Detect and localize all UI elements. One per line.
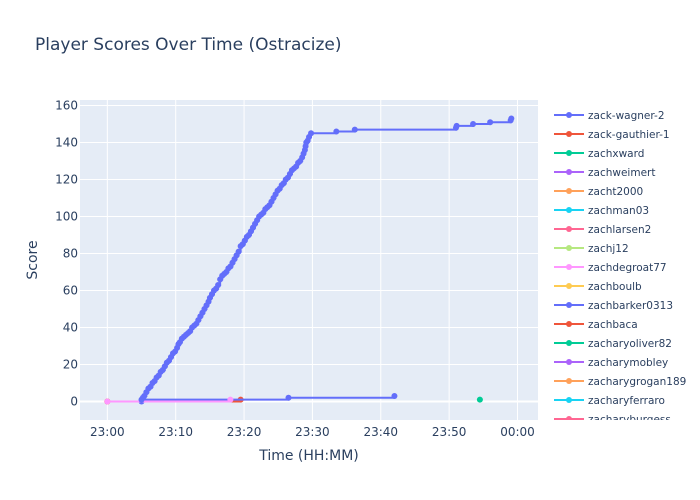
legend-label: zacharygrogan189 — [588, 376, 686, 388]
plot-area — [80, 100, 538, 420]
legend-item[interactable]: zachweimert — [554, 167, 655, 179]
legend-swatch-marker — [566, 283, 572, 289]
x-tick-label: 23:30 — [295, 425, 330, 439]
legend-swatch-marker — [566, 188, 572, 194]
data-point — [215, 281, 222, 288]
legend-swatch-marker — [566, 302, 572, 308]
data-point — [391, 392, 398, 399]
chart-title: Player Scores Over Time (Ostracize) — [35, 35, 342, 55]
legend-label: zachdegroat77 — [588, 262, 667, 274]
data-point — [333, 128, 340, 135]
x-tick-label: 23:40 — [363, 425, 398, 439]
y-tick-label: 20 — [63, 358, 78, 372]
y-tick-label: 160 — [55, 99, 78, 113]
legend-item[interactable]: zacharyburgess — [554, 414, 671, 426]
legend-item[interactable]: zacharyoliver82 — [554, 338, 672, 350]
x-tick-label: 23:50 — [432, 425, 467, 439]
legend-label: zachj12 — [588, 243, 629, 255]
legend-label: zachboulb — [588, 281, 642, 293]
series-zacharyoliver82 — [476, 396, 483, 403]
legend-item[interactable]: zachj12 — [554, 243, 629, 255]
y-tick-label: 80 — [63, 247, 78, 261]
legend-item[interactable]: zachbaca — [554, 319, 638, 331]
legend-label: zachlarsen2 — [588, 224, 651, 236]
legend-swatch-marker — [566, 131, 572, 137]
data-point — [227, 396, 234, 403]
data-point — [308, 130, 315, 137]
y-tick-label: 120 — [55, 173, 78, 187]
legend-item[interactable]: zachbarker0313 — [554, 300, 673, 312]
data-point — [470, 121, 477, 128]
legend-item[interactable]: zachboulb — [554, 281, 642, 293]
data-point — [453, 122, 460, 129]
x-tick-label: 00:00 — [500, 425, 535, 439]
legend-swatch-marker — [566, 112, 572, 118]
legend-label: zack-wagner-2 — [588, 110, 665, 122]
legend-item[interactable]: zachlarsen2 — [554, 224, 651, 236]
legend-label: zacht2000 — [588, 186, 643, 198]
series-zachdegroat77 — [104, 396, 234, 405]
legend-item[interactable]: zachdegroat77 — [554, 262, 667, 274]
grid-lines — [80, 100, 538, 420]
legend-label: zacharyoliver82 — [588, 338, 672, 350]
legend-label: zachbarker0313 — [588, 300, 673, 312]
legend-item[interactable]: zack-gauthier-1 — [554, 129, 670, 141]
legend-item[interactable]: zacht2000 — [554, 186, 643, 198]
legend-swatch-marker — [566, 169, 572, 175]
y-tick-label: 100 — [55, 210, 78, 224]
data-point — [285, 394, 292, 401]
data-point — [235, 248, 242, 255]
legend-item[interactable]: zacharyferraro — [554, 395, 665, 407]
x-axis-ticks: 23:00 23:10 23:20 23:30 23:40 23:50 00:00 — [90, 425, 535, 439]
legend-swatch-marker — [566, 340, 572, 346]
legend-item[interactable]: zack-wagner-2 — [554, 110, 665, 122]
legend-label: zachxward — [588, 148, 644, 160]
data-point — [104, 398, 111, 405]
legend-swatch-marker — [566, 150, 572, 156]
data-point — [487, 119, 494, 126]
legend-swatch-marker — [566, 359, 572, 365]
y-axis-ticks: 0 20 40 60 80 100 120 140 160 — [55, 99, 78, 409]
legend-swatch-marker — [566, 397, 572, 403]
legend-item[interactable]: zacharymobley — [554, 357, 668, 369]
x-tick-label: 23:10 — [158, 425, 193, 439]
legend-swatch-marker — [566, 207, 572, 213]
legend-swatch-marker — [566, 226, 572, 232]
y-axis-title: Score — [25, 240, 41, 279]
legend-swatch-marker — [566, 416, 572, 420]
data-point — [476, 396, 483, 403]
y-tick-label: 40 — [63, 321, 78, 335]
y-tick-label: 60 — [63, 284, 78, 298]
legend-label: zacharyferraro — [588, 395, 665, 407]
x-axis-title: Time (HH:MM) — [258, 448, 359, 464]
data-point — [351, 126, 358, 133]
legend-item[interactable]: zachman03 — [554, 205, 649, 217]
legend-label: zack-gauthier-1 — [588, 129, 670, 141]
series-group — [104, 115, 515, 405]
legend-label: zachman03 — [588, 205, 649, 217]
data-point — [508, 115, 515, 122]
x-tick-label: 23:00 — [90, 425, 125, 439]
legend-swatch-marker — [566, 264, 572, 270]
legend-label: zachweimert — [588, 167, 655, 179]
legend-swatch-marker — [566, 245, 572, 251]
legend-label: zacharymobley — [588, 357, 668, 369]
y-tick-label: 0 — [70, 395, 78, 409]
legend-label: zachbaca — [588, 319, 638, 331]
y-tick-label: 140 — [55, 136, 78, 150]
legend-label: zacharyburgess — [588, 414, 671, 426]
legend-item[interactable]: zacharygrogan189 — [554, 376, 686, 388]
legend-swatch-marker — [566, 378, 572, 384]
x-tick-label: 23:20 — [227, 425, 262, 439]
series-zack-wagner-2 — [138, 115, 515, 403]
legend[interactable]: zack-wagner-2 zack-gauthier-1 zachxward zac… — [554, 110, 686, 426]
legend-swatch-marker — [566, 321, 572, 327]
legend-item[interactable]: zachxward — [554, 148, 644, 160]
